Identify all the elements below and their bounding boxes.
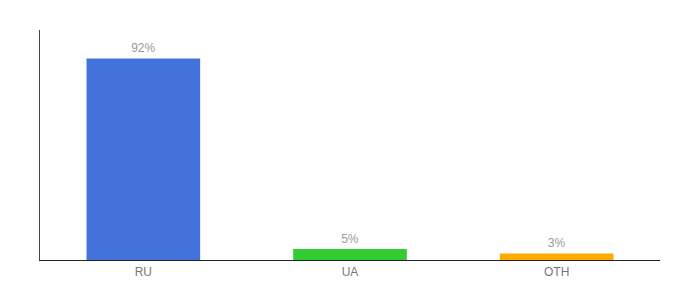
svg-text:3%: 3% bbox=[548, 236, 566, 250]
svg-text:OTH: OTH bbox=[544, 265, 569, 279]
svg-text:92%: 92% bbox=[131, 41, 155, 55]
svg-text:RU: RU bbox=[135, 265, 152, 279]
svg-text:5%: 5% bbox=[341, 232, 359, 246]
svg-text:UA: UA bbox=[342, 265, 359, 279]
